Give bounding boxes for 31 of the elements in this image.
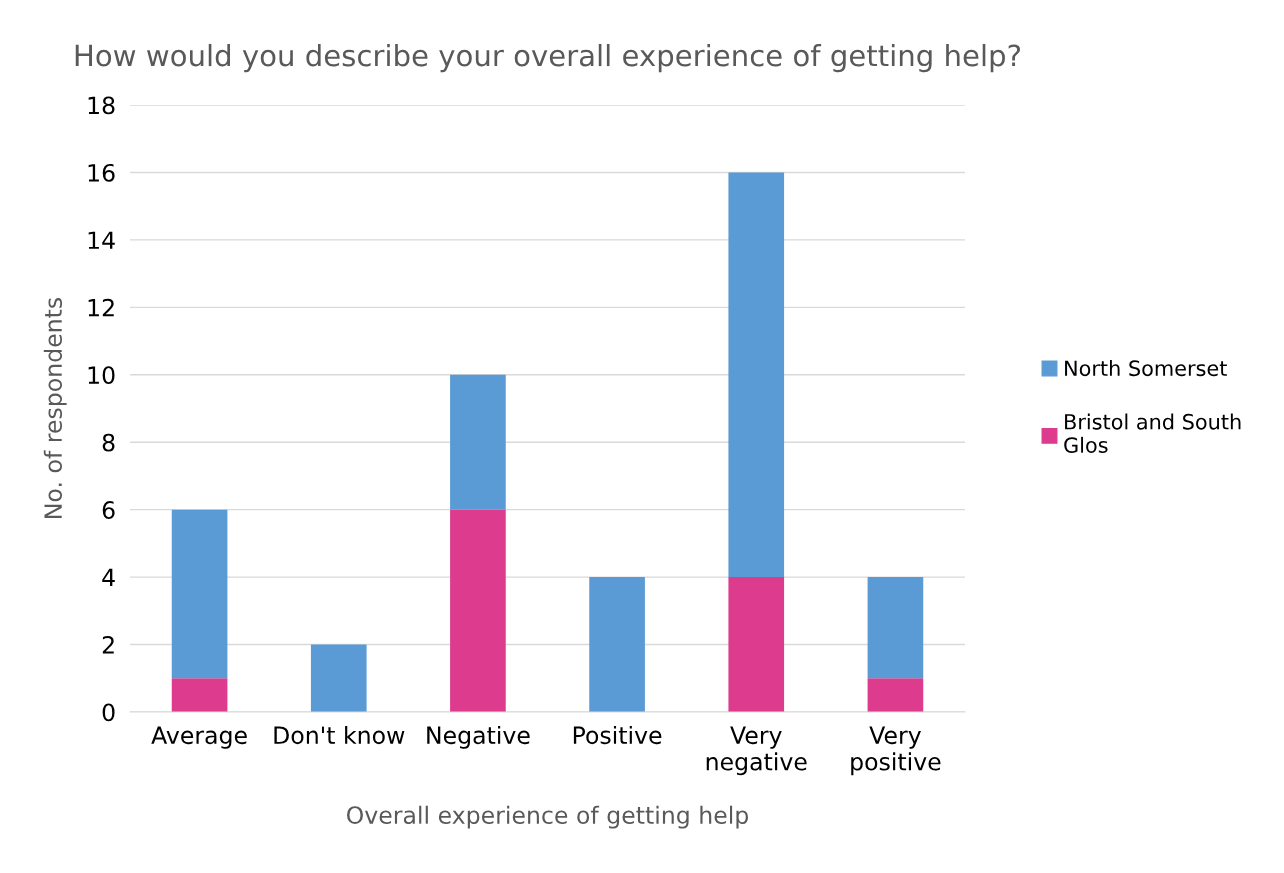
x-tick-label: Positive xyxy=(573,725,662,745)
y-tick-label: 14 xyxy=(88,231,115,249)
x-axis-title: Overall experience of getting help xyxy=(347,805,749,829)
x-tick-label: Very positive xyxy=(851,726,941,776)
bar xyxy=(171,509,228,679)
bar xyxy=(450,509,506,712)
y-tick-label: 4 xyxy=(102,568,115,587)
bar xyxy=(867,678,924,712)
bar xyxy=(589,577,645,712)
x-tick-label: Negative xyxy=(427,725,530,749)
x-tick-label: Don't know xyxy=(274,725,405,745)
x-tick-label: Very negative xyxy=(706,726,807,776)
y-tick-label: 2 xyxy=(102,636,114,654)
legend-label: Bristol and South Glos xyxy=(1064,413,1241,453)
bar xyxy=(867,577,924,679)
y-tick-label: 10 xyxy=(88,366,115,385)
y-tick-label: 16 xyxy=(88,163,115,182)
y-tick-label: 18 xyxy=(88,96,115,115)
y-tick-label: 12 xyxy=(88,298,114,317)
bar xyxy=(728,577,785,712)
bar xyxy=(171,678,228,712)
legend-label: North Somerset xyxy=(1065,360,1227,377)
y-tick-label: 8 xyxy=(102,433,115,452)
bar xyxy=(728,172,785,578)
y-axis-title: No. of respondents xyxy=(43,297,67,518)
y-tick-label: 6 xyxy=(102,501,115,519)
x-tick-label: Average xyxy=(151,726,247,749)
bar xyxy=(450,374,506,510)
y-tick-label: 0 xyxy=(102,703,115,722)
chart-title: How would you describe your overall experience of getting help? xyxy=(75,43,1021,73)
bar xyxy=(310,644,367,712)
